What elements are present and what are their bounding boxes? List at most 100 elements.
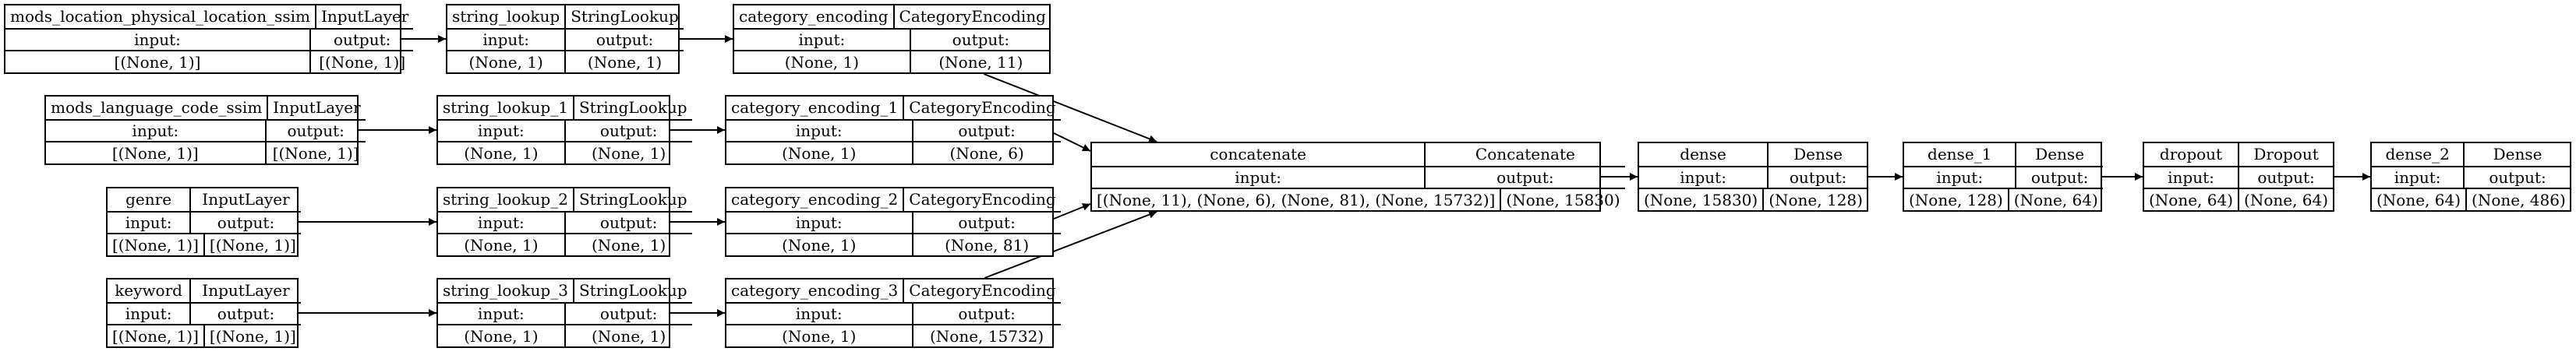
layer-type: Dense bbox=[2015, 143, 2102, 166]
input-shape: [(None, 1)] bbox=[114, 52, 201, 72]
layer-name: string_lookup bbox=[452, 7, 560, 26]
input-label: input: bbox=[798, 30, 846, 49]
input-label: input: bbox=[478, 304, 525, 323]
input-label: input: bbox=[125, 213, 172, 232]
input-shape: (None, 1) bbox=[468, 52, 543, 72]
input-shape: [(None, 1)] bbox=[112, 326, 199, 346]
edge-category-encoding-2-to-concatenate bbox=[1053, 203, 1091, 220]
layer-type: StringLookup bbox=[572, 188, 692, 211]
layer-type: InputLayer bbox=[189, 279, 301, 302]
layer-type: CategoryEncoding bbox=[903, 188, 1060, 211]
input-label: input: bbox=[2394, 167, 2441, 187]
output-label: output: bbox=[309, 29, 413, 51]
output-label: output: bbox=[2015, 167, 2102, 188]
layer-name: string_lookup_2 bbox=[443, 190, 568, 209]
layer-node-dense-2: dense_2 Dense input: output: (None, 64) (None… bbox=[2370, 142, 2571, 212]
edge-category-encoding-3-to-concatenate bbox=[984, 210, 1157, 279]
layer-name: genre bbox=[125, 190, 172, 209]
layer-node-string-lookup: string_lookup StringLookup input: output: (N… bbox=[446, 4, 684, 74]
output-label: output: bbox=[189, 303, 301, 325]
layer-node-dropout: dropout Dropout input: output: (None, 64) (No… bbox=[2143, 142, 2334, 212]
input-shape: (None, 1) bbox=[784, 52, 860, 72]
output-shape: (None, 486) bbox=[2465, 189, 2571, 210]
input-label: input: bbox=[134, 30, 181, 49]
output-shape: (None, 11) bbox=[909, 51, 1051, 72]
input-label: input: bbox=[795, 304, 843, 323]
output-label: output: bbox=[264, 120, 366, 142]
layer-type: StringLookup bbox=[564, 5, 684, 28]
input-shape: [(None, 1)] bbox=[111, 143, 199, 163]
input-shape: (None, 128) bbox=[1909, 190, 2003, 209]
layer-node-string-lookup-1: string_lookup_1 StringLookup input: output:… bbox=[436, 95, 692, 165]
input-label: input: bbox=[795, 121, 843, 140]
layer-name: string_lookup_3 bbox=[443, 281, 568, 301]
output-label: output: bbox=[2238, 167, 2333, 188]
layer-node-mods-location-physical-location-ssim: mods_location_physical_location_ssim Inpu… bbox=[4, 4, 414, 74]
layer-node-category-encoding-1: category_encoding_1 CategoryEncoding input… bbox=[725, 95, 1061, 165]
output-label: output: bbox=[911, 303, 1061, 325]
layer-name: dense_1 bbox=[1928, 145, 1992, 164]
output-label: output: bbox=[911, 120, 1061, 142]
input-label: input: bbox=[1235, 167, 1281, 187]
output-label: output: bbox=[909, 29, 1051, 51]
layer-type: StringLookup bbox=[572, 97, 692, 119]
layer-name: dense_2 bbox=[2385, 145, 2450, 164]
layer-name: dropout bbox=[2159, 145, 2223, 164]
layer-type: CategoryEncoding bbox=[903, 97, 1060, 119]
layer-name: mods_language_code_ssim bbox=[51, 98, 263, 118]
layer-type: InputLayer bbox=[267, 97, 365, 119]
layer-node-string-lookup-3: string_lookup_3 StringLookup input: output:… bbox=[436, 278, 692, 348]
layer-name: concatenate bbox=[1210, 145, 1307, 164]
layer-type: Dense bbox=[1767, 143, 1868, 166]
input-shape: (None, 1) bbox=[782, 143, 857, 163]
layer-type: StringLookup bbox=[572, 279, 692, 302]
layer-node-string-lookup-2: string_lookup_2 StringLookup input: output:… bbox=[436, 187, 692, 257]
output-label: output: bbox=[564, 120, 692, 142]
output-shape: (None, 1) bbox=[564, 325, 692, 346]
input-shape: (None, 1) bbox=[782, 235, 857, 255]
input-label: input: bbox=[478, 121, 525, 140]
input-shape: [(None, 11), (None, 6), (None, 81), (Non… bbox=[1097, 190, 1496, 209]
layer-name: keyword bbox=[115, 281, 182, 301]
output-shape: [(None, 1)] bbox=[309, 51, 413, 72]
output-shape: (None, 81) bbox=[911, 234, 1061, 255]
output-label: output: bbox=[564, 212, 692, 234]
layer-node-keyword: keyword InputLayer input: output: [(None, 1)… bbox=[106, 278, 301, 348]
output-shape: (None, 6) bbox=[911, 142, 1061, 163]
input-label: input: bbox=[125, 304, 172, 323]
layer-node-concatenate: concatenate Concatenate input: output: [(Non… bbox=[1090, 142, 1625, 212]
layer-type: CategoryEncoding bbox=[892, 5, 1051, 28]
output-shape: (None, 15732) bbox=[911, 325, 1061, 346]
output-label: output: bbox=[1424, 167, 1624, 188]
output-shape: (None, 128) bbox=[1762, 189, 1868, 210]
layer-name: category_encoding_2 bbox=[731, 190, 899, 209]
layer-type: InputLayer bbox=[189, 188, 301, 211]
layer-name: category_encoding bbox=[739, 7, 889, 26]
output-label: output: bbox=[564, 29, 683, 51]
output-shape: (None, 1) bbox=[564, 142, 692, 163]
output-label: output: bbox=[189, 212, 301, 234]
layer-node-category-encoding-2: category_encoding_2 CategoryEncoding input… bbox=[725, 187, 1061, 257]
layer-node-category-encoding: category_encoding CategoryEncoding input: o… bbox=[733, 4, 1051, 74]
layer-type: CategoryEncoding bbox=[903, 279, 1060, 302]
input-label: input: bbox=[1936, 167, 1984, 187]
layer-type: Dense bbox=[2463, 143, 2571, 166]
input-shape: (None, 64) bbox=[2149, 190, 2234, 209]
output-label: output: bbox=[2463, 167, 2571, 188]
input-label: input: bbox=[795, 213, 843, 232]
output-label: output: bbox=[911, 212, 1061, 234]
input-label: input: bbox=[132, 121, 179, 140]
input-shape: (None, 64) bbox=[2376, 190, 2461, 209]
layer-type: Concatenate bbox=[1424, 143, 1624, 166]
layer-node-category-encoding-3: category_encoding_3 CategoryEncoding input… bbox=[725, 278, 1061, 348]
output-shape: (None, 15830) bbox=[1500, 189, 1624, 210]
input-label: input: bbox=[478, 213, 525, 232]
input-shape: [(None, 1)] bbox=[112, 235, 199, 255]
output-shape: (None, 1) bbox=[564, 51, 683, 72]
input-shape: (None, 1) bbox=[782, 326, 857, 346]
layer-name: category_encoding_1 bbox=[731, 98, 899, 118]
layer-node-genre: genre InputLayer input: output: [(None, 1)][… bbox=[106, 187, 301, 257]
layer-type: InputLayer bbox=[314, 5, 413, 28]
layer-node-mods-language-code-ssim: mods_language_code_ssim InputLayer input: o… bbox=[44, 95, 366, 165]
